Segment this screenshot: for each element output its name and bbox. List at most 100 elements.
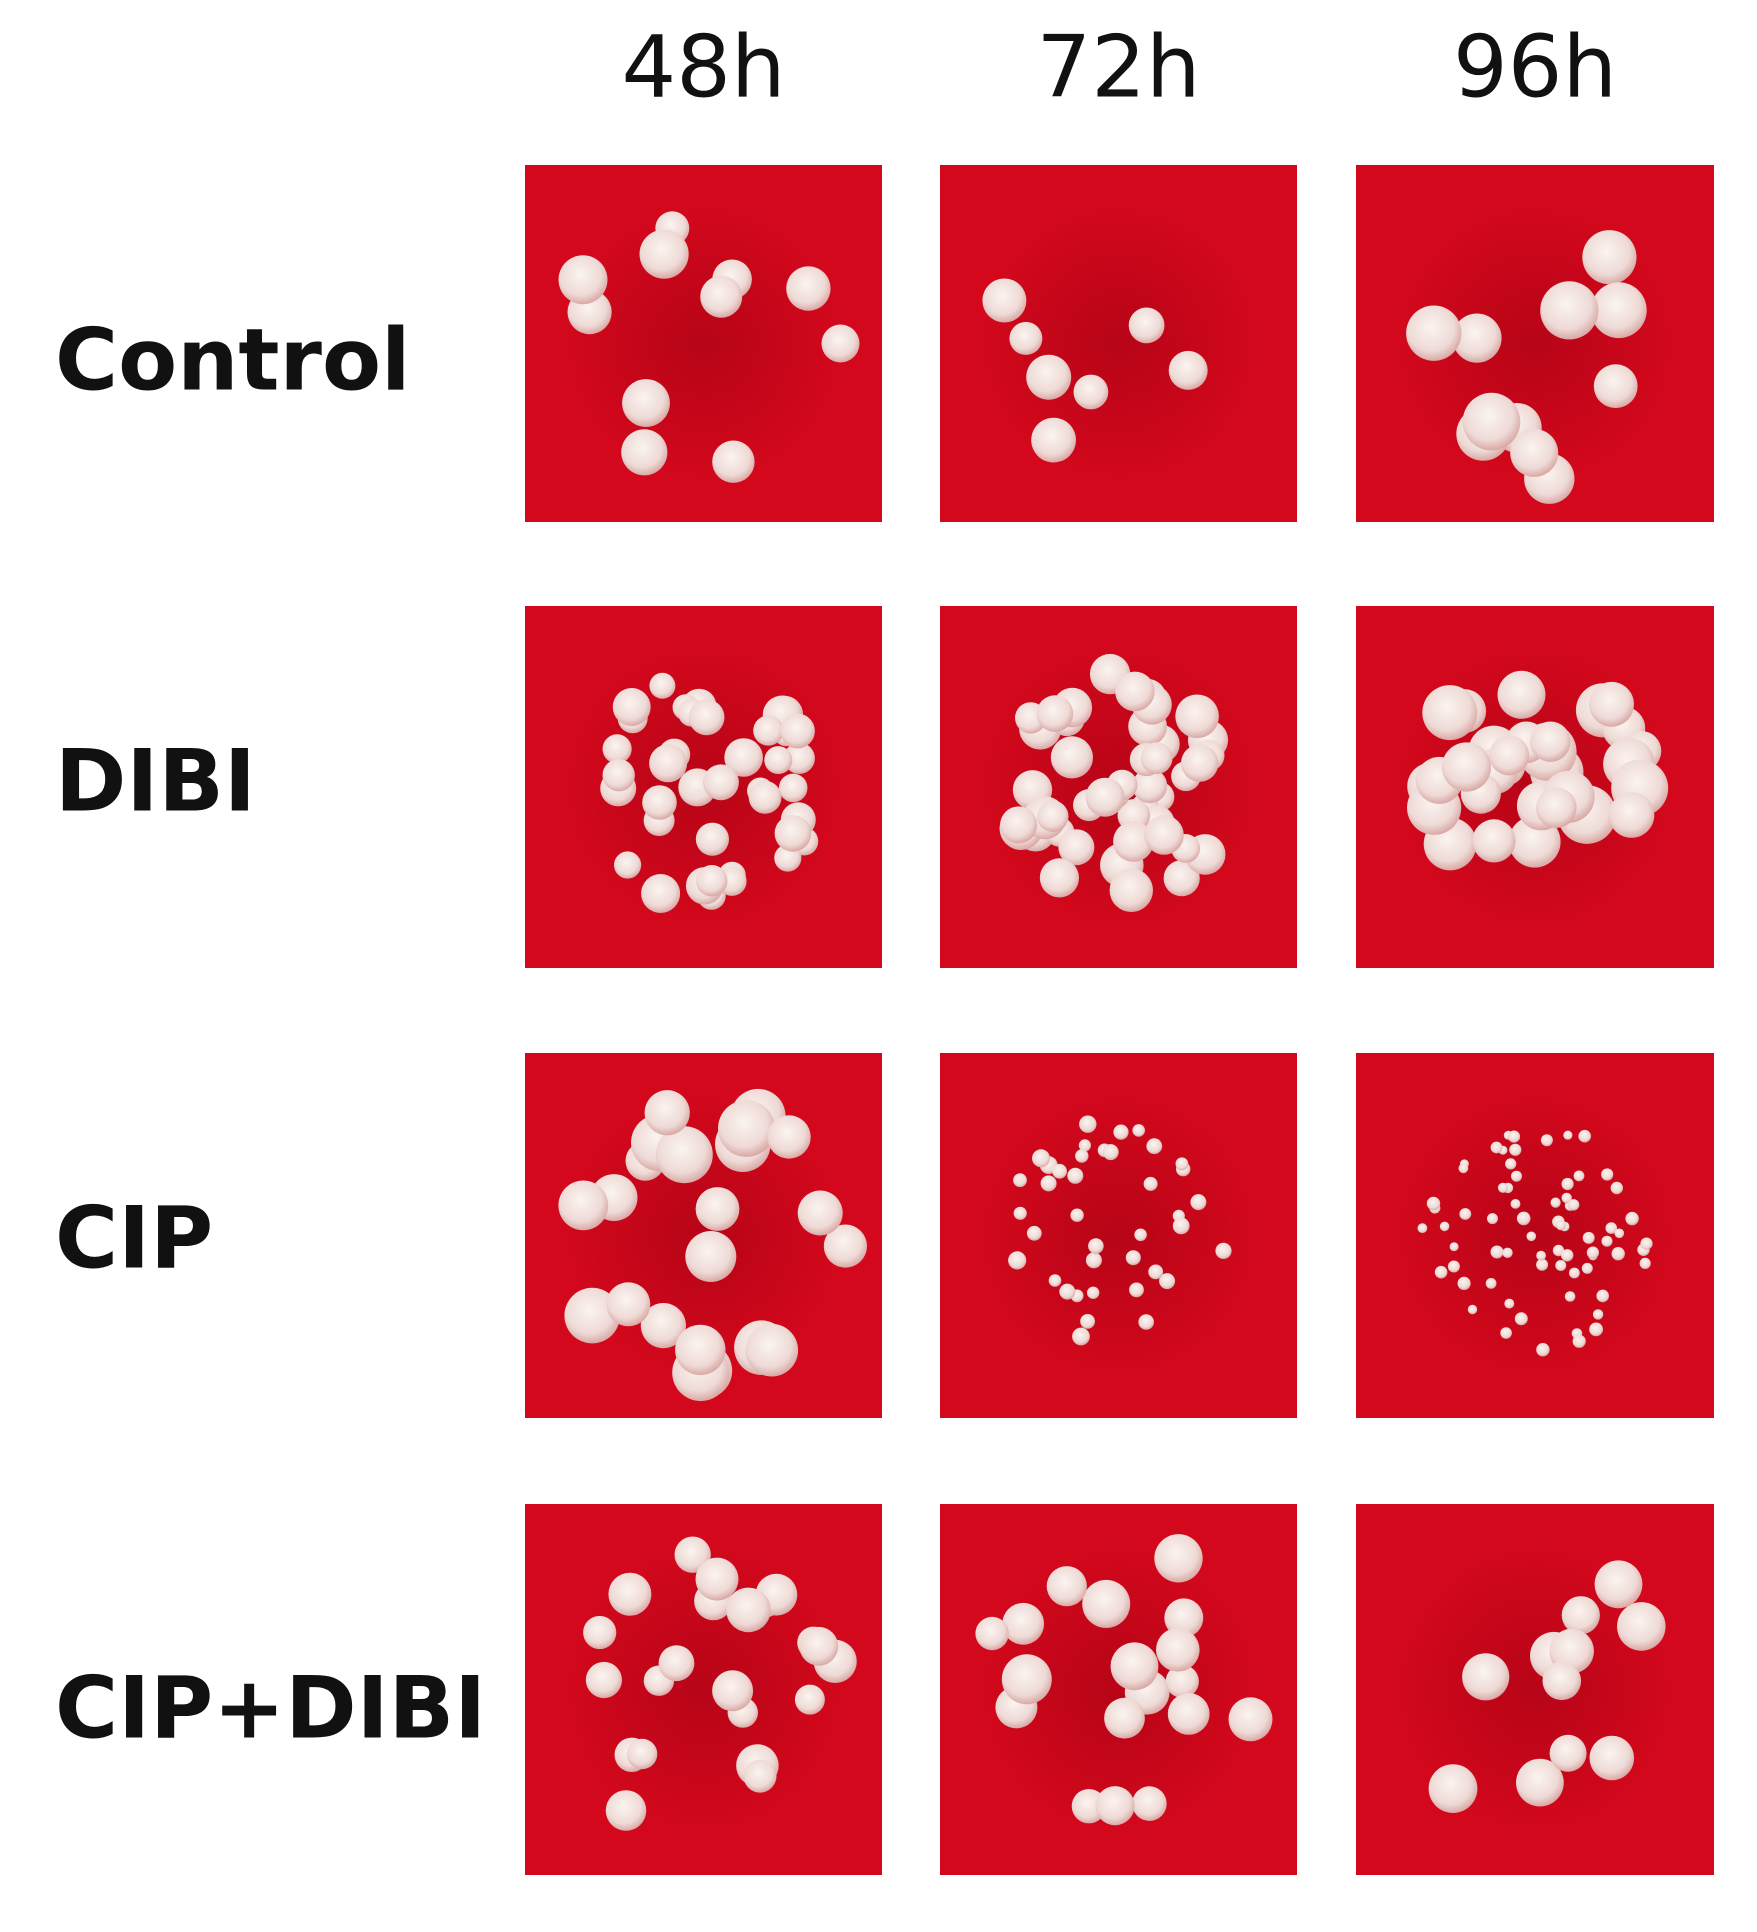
colony	[767, 1115, 811, 1159]
colony	[1159, 1273, 1176, 1290]
colony	[688, 699, 725, 736]
colony	[712, 1670, 754, 1712]
colony	[1490, 1245, 1504, 1259]
colony	[614, 851, 642, 879]
colony	[564, 1287, 620, 1344]
colony	[1617, 1602, 1666, 1651]
colony	[1156, 1628, 1200, 1672]
colony	[1013, 1173, 1027, 1188]
colony	[602, 734, 632, 764]
colony	[1146, 1138, 1163, 1155]
colony	[1605, 1222, 1618, 1234]
colony	[1000, 806, 1038, 844]
colony	[1154, 1534, 1203, 1583]
colony	[1079, 1115, 1097, 1133]
colony	[1190, 1194, 1207, 1211]
colony	[1485, 1278, 1497, 1289]
colony	[1516, 1758, 1564, 1807]
colony	[655, 1126, 713, 1184]
colony	[1462, 1653, 1510, 1701]
colony	[1594, 1560, 1643, 1609]
colony	[602, 759, 635, 792]
colony	[1087, 1286, 1100, 1300]
colony	[1601, 1235, 1613, 1247]
colony	[1540, 1134, 1553, 1147]
colony	[1181, 744, 1219, 782]
colony	[1132, 768, 1168, 804]
colony	[724, 738, 763, 777]
colony	[1032, 1149, 1050, 1168]
plate-photo	[1356, 1053, 1714, 1418]
colony	[1109, 868, 1154, 912]
colony	[1115, 671, 1155, 712]
colony	[780, 713, 815, 749]
colony	[1514, 1312, 1528, 1326]
colony	[1013, 1206, 1027, 1220]
colony	[1447, 1260, 1460, 1273]
colony	[1132, 1124, 1145, 1137]
colony	[1610, 1181, 1624, 1195]
colony	[1472, 819, 1516, 863]
colony	[982, 278, 1027, 323]
colony	[1125, 1250, 1141, 1266]
colony	[1563, 1130, 1573, 1140]
colony	[1542, 1661, 1582, 1701]
colony	[1008, 1251, 1027, 1270]
colony	[1067, 1167, 1084, 1184]
colony	[558, 255, 608, 305]
agar-shade	[560, 200, 847, 487]
colony	[1163, 860, 1200, 897]
colony	[1540, 281, 1599, 340]
colony	[821, 324, 860, 363]
colony	[1502, 1247, 1513, 1259]
colony	[1113, 1124, 1129, 1140]
colony	[1509, 1143, 1522, 1156]
colony	[1052, 1163, 1067, 1179]
plate-photo	[1356, 1504, 1714, 1875]
colony	[585, 1661, 623, 1699]
colony	[558, 1180, 609, 1231]
colony	[753, 715, 784, 746]
colony	[1497, 670, 1546, 719]
colony	[1561, 1192, 1572, 1204]
row-label: CIP+DIBI	[55, 1658, 486, 1758]
colony	[695, 822, 730, 856]
colony	[1625, 1211, 1639, 1226]
colony	[1640, 1237, 1653, 1250]
colony	[823, 1224, 868, 1268]
colony	[1426, 1196, 1441, 1211]
colony	[1462, 392, 1521, 451]
colony	[1536, 1250, 1546, 1261]
plate-photo	[525, 1053, 882, 1418]
colony	[1036, 695, 1074, 732]
colony	[794, 1684, 825, 1715]
colony	[764, 746, 793, 775]
colony	[1228, 1697, 1273, 1742]
colony	[1572, 1334, 1586, 1348]
colony	[1639, 1257, 1651, 1269]
colony	[1134, 1228, 1147, 1242]
colony	[1095, 1786, 1135, 1826]
colony	[612, 688, 651, 726]
colony	[1569, 1267, 1580, 1279]
colony	[1085, 1252, 1102, 1269]
colony	[1497, 1182, 1509, 1193]
colony	[1510, 428, 1559, 477]
colony	[1428, 1764, 1478, 1813]
colony	[1082, 1579, 1131, 1628]
colony	[1406, 305, 1462, 361]
colony	[726, 1587, 771, 1633]
colony	[1490, 1141, 1503, 1154]
colony	[1573, 1170, 1585, 1182]
colony	[1536, 1343, 1550, 1357]
colony	[1601, 1168, 1614, 1181]
colony	[674, 1536, 711, 1573]
colony	[1452, 313, 1502, 363]
colony	[1215, 1242, 1232, 1259]
column-header: 48h	[622, 17, 786, 117]
colony	[1148, 1264, 1164, 1280]
colony	[748, 780, 782, 814]
colony	[1449, 1242, 1459, 1252]
